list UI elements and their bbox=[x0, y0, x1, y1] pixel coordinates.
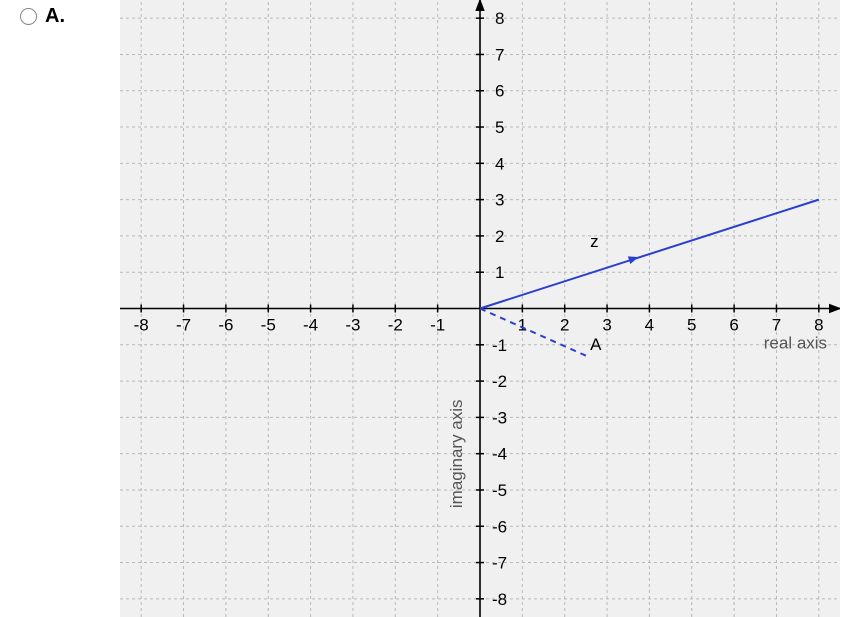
x-tick-label: -6 bbox=[218, 316, 233, 335]
x-tick-label: 2 bbox=[560, 316, 569, 335]
y-tick-label: 3 bbox=[495, 191, 504, 210]
x-tick-label: -4 bbox=[303, 316, 318, 335]
x-tick-label: -1 bbox=[430, 316, 445, 335]
option-a[interactable]: A. bbox=[20, 5, 65, 28]
y-tick-label: -4 bbox=[492, 445, 507, 464]
x-tick-label: 6 bbox=[729, 316, 738, 335]
chart-svg: -8 -7 -6 -5 -4 -3 -2 -1 1 2 3 4 5 6 7 8 1 2 3 4 5 6 7 8 -1 -2 -3 -4… bbox=[120, 0, 840, 617]
x-tick-label: 4 bbox=[645, 316, 654, 335]
x-tick-label: -2 bbox=[388, 316, 403, 335]
y-tick-label: 4 bbox=[495, 154, 504, 173]
complex-plane-chart: -8 -7 -6 -5 -4 -3 -2 -1 1 2 3 4 5 6 7 8 1 2 3 4 5 6 7 8 -1 -2 -3 -4… bbox=[120, 0, 840, 617]
x-tick-label: 1 bbox=[518, 316, 527, 335]
y-tick-label: 6 bbox=[495, 82, 504, 101]
option-label: A. bbox=[45, 5, 65, 28]
x-axis-title: real axis bbox=[764, 334, 827, 353]
vector-label-A: A bbox=[590, 335, 602, 354]
y-axis-title: imaginary axis bbox=[447, 399, 466, 508]
y-tick-label: 7 bbox=[495, 45, 504, 64]
y-tick-label: -7 bbox=[492, 554, 507, 573]
y-tick-label: -8 bbox=[492, 590, 507, 609]
y-tick-label: -1 bbox=[492, 336, 507, 355]
radio-icon[interactable] bbox=[20, 8, 37, 25]
y-tick-label: 8 bbox=[495, 9, 504, 28]
x-tick-label: -7 bbox=[176, 316, 191, 335]
vector-label-z: z bbox=[590, 232, 599, 251]
y-tick-label: 2 bbox=[495, 227, 504, 246]
x-tick-label: -5 bbox=[261, 316, 276, 335]
x-tick-label: 5 bbox=[687, 316, 696, 335]
y-tick-label: -3 bbox=[492, 408, 507, 427]
x-tick-label: -3 bbox=[345, 316, 360, 335]
y-tick-label: -6 bbox=[492, 517, 507, 536]
x-tick-label: 8 bbox=[814, 316, 823, 335]
x-tick-label: 3 bbox=[602, 316, 611, 335]
answer-option-container: A. -8-7-6-5-4-3-2-11234567812345678-1-2-… bbox=[0, 0, 852, 617]
x-tick-label: 7 bbox=[772, 316, 781, 335]
x-tick-label: -8 bbox=[134, 316, 149, 335]
y-tick-label: -5 bbox=[492, 481, 507, 500]
y-tick-label: 1 bbox=[495, 263, 504, 282]
y-tick-label: -2 bbox=[492, 372, 507, 391]
y-tick-label: 5 bbox=[495, 118, 504, 137]
